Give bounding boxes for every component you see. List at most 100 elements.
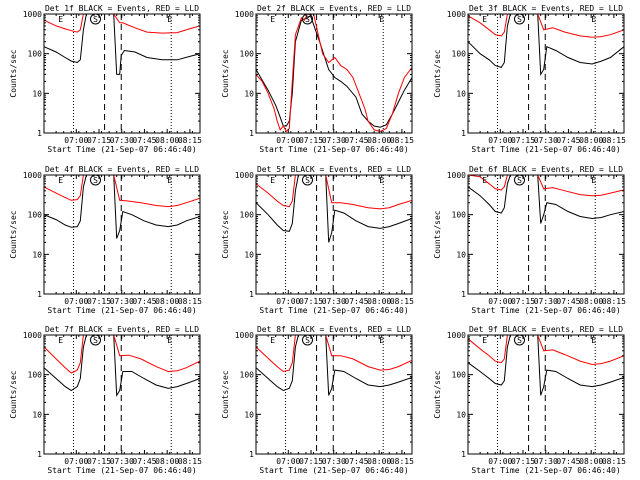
y-tick-label: 1000 [235, 10, 254, 19]
y-axis-label: Counts/sec [221, 370, 230, 418]
x-tick-label: 07:15 [87, 297, 111, 306]
marker-s: S [93, 336, 98, 345]
series-lld [468, 14, 624, 38]
x-tick-label: 07:15 [299, 297, 323, 306]
x-tick-label: 08:15 [178, 297, 202, 306]
x-axis-label: Start Time (21-Sep-07 06:46:40) [471, 466, 620, 475]
series-lld [44, 335, 200, 374]
marker-e: E [482, 15, 487, 24]
x-tick-label: 07:00 [488, 136, 512, 145]
y-axis-label: Counts/sec [221, 210, 230, 258]
panel-det-5: Det 5f BLACK = Events, RED = LLD E E S 1 10 10… [221, 165, 414, 315]
x-tick-label: 08:00 [367, 297, 391, 306]
y-tick-label: 100 [452, 50, 467, 59]
panel-title: Det 9f BLACK = Events, RED = LLD [469, 325, 623, 334]
x-tick-label: 07:00 [488, 457, 512, 466]
marker-e: E [270, 176, 275, 185]
y-tick-label: 1000 [447, 171, 466, 180]
y-tick-label: 100 [28, 371, 43, 380]
x-tick-label: 08:00 [579, 457, 603, 466]
x-axis-label: Start Time (21-Sep-07 06:46:40) [259, 145, 408, 154]
marker-e: E [167, 336, 172, 345]
panel-title: Det 5f BLACK = Events, RED = LLD [257, 165, 411, 174]
marker-e: E [58, 176, 63, 185]
x-tick-label: 08:15 [602, 457, 626, 466]
x-tick-label: 08:15 [602, 136, 626, 145]
y-tick-label: 1000 [23, 10, 42, 19]
y-tick-label: 1 [37, 290, 42, 299]
marker-s: S [93, 15, 98, 24]
panel-det-3: Det 3f BLACK = Events, RED = LLD E E S 1 10 10… [433, 4, 626, 154]
marker-e: E [270, 15, 275, 24]
marker-e: E [58, 336, 63, 345]
x-tick-label: 07:00 [64, 297, 88, 306]
x-tick-label: 08:00 [367, 136, 391, 145]
x-tick-label: 08:15 [390, 457, 414, 466]
panel-title: Det 2f BLACK = Events, RED = LLD [257, 4, 411, 13]
panel-det-6: Det 6f BLACK = Events, RED = LLD E E S 1 10 10… [433, 165, 626, 315]
x-tick-label: 07:45 [132, 297, 156, 306]
x-tick-label: 08:15 [602, 297, 626, 306]
y-axis-label: Counts/sec [9, 370, 18, 418]
plot-frame [467, 334, 625, 455]
y-tick-label: 10 [244, 250, 254, 259]
marker-e: E [482, 176, 487, 185]
y-axis-label: Counts/sec [9, 49, 18, 97]
series-events [256, 15, 412, 128]
x-tick-label: 07:00 [64, 136, 88, 145]
series-lld [256, 14, 412, 133]
marker-e: E [591, 176, 596, 185]
y-tick-label: 1000 [23, 171, 42, 180]
x-tick-label: 07:15 [87, 457, 111, 466]
y-tick-label: 1000 [447, 331, 466, 340]
plot-frame [255, 174, 413, 295]
x-tick-label: 08:15 [390, 136, 414, 145]
panel-det-7: Det 7f BLACK = Events, RED = LLD E E S 1 10 10… [9, 325, 202, 475]
x-tick-label: 07:45 [556, 457, 580, 466]
x-axis-label: Start Time (21-Sep-07 06:46:40) [471, 145, 620, 154]
y-tick-label: 100 [240, 50, 255, 59]
panel-title: Det 1f BLACK = Events, RED = LLD [45, 4, 199, 13]
y-tick-label: 1000 [23, 331, 42, 340]
x-tick-label: 07:45 [556, 136, 580, 145]
panel-det-4: Det 4f BLACK = Events, RED = LLD E E S 1 10 10… [9, 165, 202, 315]
series-events [44, 14, 200, 75]
x-tick-label: 07:00 [276, 136, 300, 145]
x-axis-label: Start Time (21-Sep-07 06:46:40) [47, 466, 196, 475]
series-lld [44, 14, 200, 34]
series-events [256, 335, 412, 396]
x-tick-label: 07:45 [132, 136, 156, 145]
marker-e: E [379, 15, 384, 24]
x-tick-label: 07:30 [534, 297, 558, 306]
x-tick-label: 07:15 [511, 136, 535, 145]
panel-title: Det 8f BLACK = Events, RED = LLD [257, 325, 411, 334]
marker-s: S [305, 176, 310, 185]
y-tick-label: 1 [461, 290, 466, 299]
panel-det-2: Det 2f BLACK = Events, RED = LLD E E S 1 10 10… [221, 4, 414, 154]
marker-e: E [379, 336, 384, 345]
y-tick-label: 10 [32, 250, 42, 259]
panel-title: Det 7f BLACK = Events, RED = LLD [45, 325, 199, 334]
marker-s: S [517, 15, 522, 24]
y-tick-label: 10 [456, 89, 466, 98]
y-axis-label: Counts/sec [433, 370, 442, 418]
x-tick-label: 07:45 [344, 297, 368, 306]
x-tick-label: 07:45 [344, 457, 368, 466]
y-axis-label: Counts/sec [433, 49, 442, 97]
x-tick-label: 07:15 [511, 457, 535, 466]
x-tick-label: 08:00 [367, 457, 391, 466]
x-tick-label: 07:30 [110, 457, 134, 466]
series-events [44, 335, 200, 398]
marker-s: S [93, 176, 98, 185]
plot-frame [467, 174, 625, 295]
x-tick-label: 07:15 [511, 297, 535, 306]
x-tick-label: 08:15 [390, 297, 414, 306]
y-tick-label: 1000 [235, 331, 254, 340]
y-tick-label: 100 [240, 211, 255, 220]
series-events [468, 335, 624, 396]
x-axis-label: Start Time (21-Sep-07 06:46:40) [47, 306, 196, 315]
x-tick-label: 07:45 [344, 136, 368, 145]
y-tick-label: 100 [240, 371, 255, 380]
marker-s: S [517, 336, 522, 345]
